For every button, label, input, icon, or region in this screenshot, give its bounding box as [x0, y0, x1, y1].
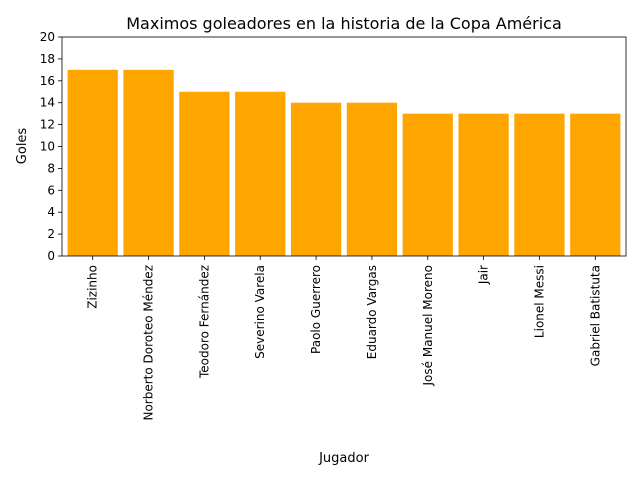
y-tick-label: 18	[40, 52, 55, 66]
bar	[179, 91, 230, 256]
x-axis-ticks: Zizinho Norberto Doroteo Méndez Teodoro Fe…	[86, 256, 602, 421]
y-tick-label: 6	[47, 183, 55, 197]
bar	[290, 102, 342, 256]
y-tick-label: 2	[47, 227, 55, 241]
plot-frame	[61, 36, 627, 257]
y-tick-label: 20	[40, 30, 55, 44]
x-tick-label: Norberto Doroteo Méndez	[142, 265, 156, 421]
y-tick-label: 8	[47, 161, 55, 175]
x-tick-label: Gabriel Batistuta	[588, 265, 602, 366]
x-tick-label: Teodoro Fernández	[197, 265, 211, 379]
y-tick-label: 4	[47, 205, 55, 219]
bar	[458, 113, 509, 257]
y-tick-label: 10	[40, 140, 55, 154]
chart-title: Maximos goleadores en la historia de la …	[126, 14, 562, 33]
bar	[514, 113, 565, 257]
y-tick-label: 12	[40, 118, 55, 132]
x-tick-label: Zizinho	[86, 265, 100, 309]
x-tick-label: Eduardo Vargas	[365, 265, 379, 359]
bar	[346, 102, 398, 256]
x-tick-label: Lionel Messi	[532, 265, 546, 338]
bar	[67, 69, 118, 256]
x-tick-label: Jair	[477, 265, 491, 285]
x-tick-label: José Manuel Moreno	[421, 265, 435, 386]
y-axis-ticks: 0 2 4 6 8 10 12 14 16 18 20	[40, 30, 62, 263]
bar	[570, 113, 621, 257]
y-tick-label: 14	[40, 96, 55, 110]
y-tick-label: 0	[47, 249, 55, 263]
bar	[402, 113, 453, 257]
x-tick-label: Paolo Guerrero	[309, 265, 323, 354]
x-tick-label: Severino Varela	[253, 265, 267, 359]
bar	[123, 69, 174, 256]
x-axis-label: Jugador	[318, 451, 369, 466]
y-tick-label: 16	[40, 74, 55, 88]
plot-bars	[67, 69, 621, 257]
bar	[235, 91, 286, 256]
axes-frame	[61, 36, 627, 257]
y-axis-label: Goles	[15, 128, 30, 165]
